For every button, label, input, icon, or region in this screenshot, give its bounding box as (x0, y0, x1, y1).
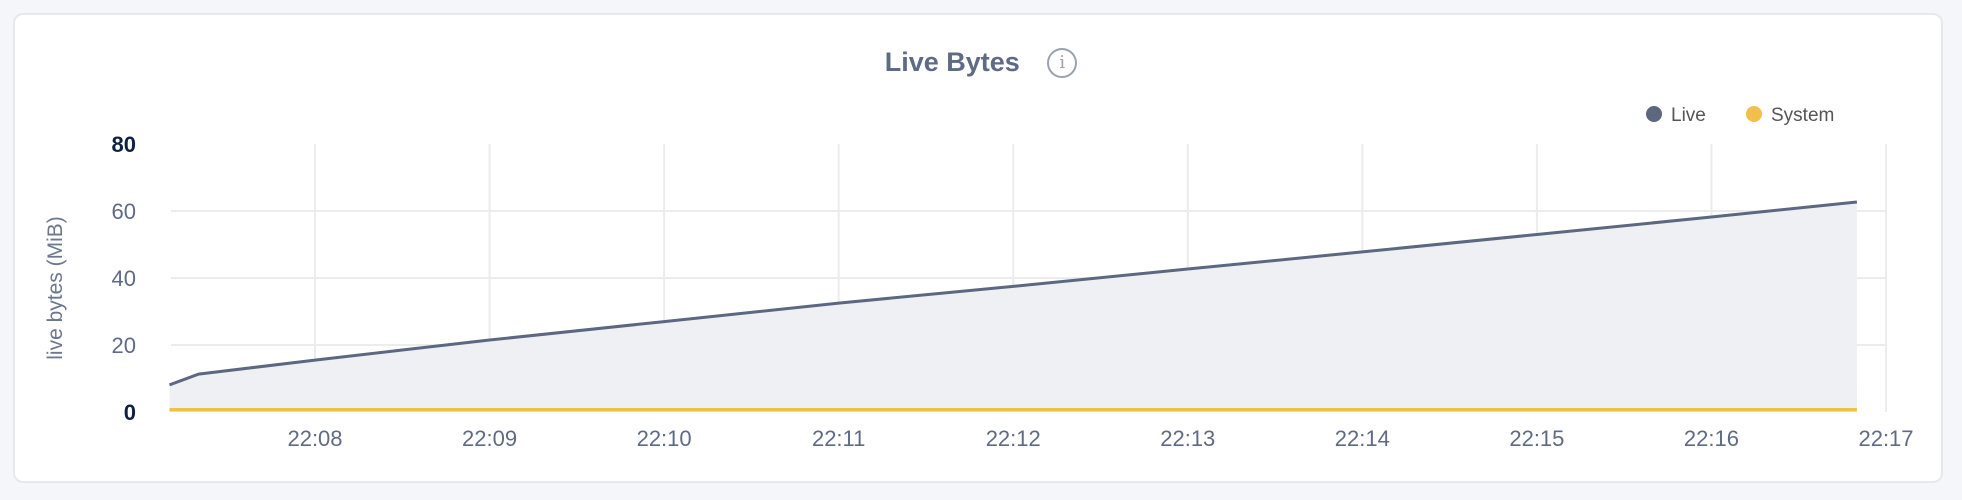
x-tick-label: 22:11 (812, 426, 865, 451)
y-tick-label: 80 (112, 132, 136, 157)
y-tick-label: 60 (112, 199, 136, 224)
x-tick-label: 22:15 (1509, 426, 1564, 451)
chart-title-row: Live Bytes i (0, 46, 1962, 78)
chart-title: Live Bytes (884, 47, 1020, 78)
x-tick-label: 22:16 (1684, 426, 1739, 451)
legend-label-system: System (1771, 105, 1834, 126)
y-tick-label: 20 (112, 333, 136, 358)
y-tick-label: 40 (112, 266, 136, 291)
legend-label-live: Live (1671, 105, 1706, 126)
series-area-live (169, 202, 1857, 412)
y-tick-label: 0 (124, 400, 136, 425)
x-tick-label: 22:14 (1335, 426, 1390, 451)
legend-marker-live (1646, 106, 1662, 122)
x-tick-label: 22:17 (1858, 426, 1913, 451)
x-tick-label: 22:12 (986, 426, 1041, 451)
legend-marker-system (1746, 106, 1762, 122)
x-tick-label: 22:13 (1160, 426, 1215, 451)
x-tick-label: 22:09 (462, 426, 517, 451)
info-icon[interactable]: i (1047, 47, 1078, 78)
x-tick-label: 22:08 (287, 426, 342, 451)
y-axis-label: live bytes (MiB) (44, 216, 67, 360)
x-tick-label: 22:10 (637, 426, 692, 451)
